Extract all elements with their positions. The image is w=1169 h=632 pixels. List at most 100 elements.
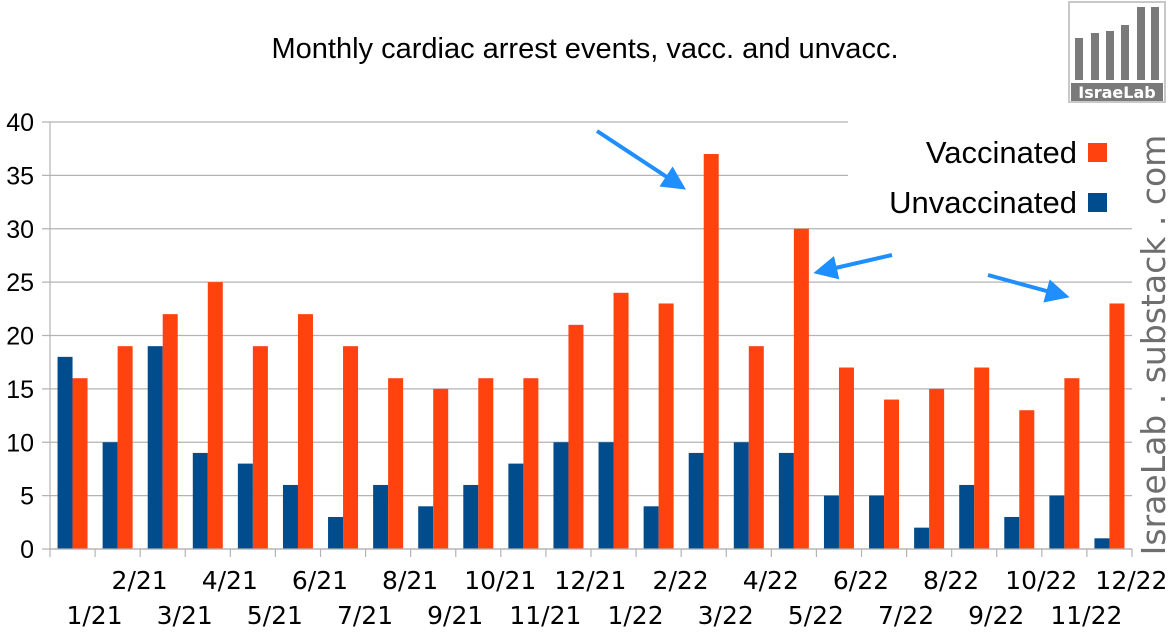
- bar-unvaccinated-4-21: [192, 452, 208, 549]
- legend-swatch-vaccinated: [1088, 143, 1107, 162]
- bar-vaccinated-9-22: [974, 367, 990, 549]
- bar-vaccinated-1-21: [72, 378, 88, 549]
- watermark: IsraeLab . substack . com: [1134, 135, 1169, 556]
- bar-unvaccinated-10-22: [1004, 516, 1020, 549]
- x-tick-label: 11/22: [1050, 601, 1122, 630]
- bar-unvaccinated-11-21: [508, 463, 524, 549]
- bar-unvaccinated-3-22: [688, 452, 704, 549]
- y-tick-label: 5: [20, 483, 34, 511]
- x-tick-label: 7/22: [878, 601, 934, 630]
- bar-vaccinated-12-21: [568, 324, 584, 549]
- bar-vaccinated-5-22: [793, 228, 809, 549]
- bar-unvaccinated-9-21: [418, 506, 434, 549]
- bar-unvaccinated-1-22: [598, 442, 614, 549]
- x-tick-label: 2/22: [653, 566, 709, 595]
- y-tick-label: 25: [6, 269, 34, 297]
- x-tick-label: 4/21: [202, 566, 258, 595]
- bar-vaccinated-10-21: [478, 378, 494, 549]
- y-tick-label: 20: [6, 323, 34, 351]
- x-tick-label: 5/22: [788, 601, 844, 630]
- x-tick-label: 10/22: [1005, 566, 1077, 595]
- bar-unvaccinated-8-22: [914, 527, 930, 549]
- legend-label-vaccinated: Vaccinated: [926, 135, 1077, 170]
- bar-vaccinated-3-21: [162, 314, 178, 549]
- bar-unvaccinated-5-21: [237, 463, 253, 549]
- annotation-arrows: [595, 129, 1070, 303]
- x-tick-label: 3/22: [698, 601, 754, 630]
- bar-unvaccinated-6-21: [282, 484, 298, 549]
- bar-vaccinated-4-22: [748, 346, 764, 549]
- x-tick-label: 1/22: [607, 601, 663, 630]
- bar-vaccinated-4-21: [207, 282, 223, 549]
- bar-vaccinated-12-22: [1109, 303, 1125, 549]
- bar-vaccinated-10-22: [1019, 410, 1035, 549]
- y-tick-label: 30: [6, 216, 34, 244]
- x-tick-label: 5/21: [247, 601, 303, 630]
- bar-vaccinated-1-22: [613, 292, 629, 549]
- grid: [42, 121, 1132, 550]
- bar-unvaccinated-12-22: [1094, 538, 1110, 549]
- x-tick-label: 1/21: [66, 601, 122, 630]
- x-tick-label: 10/21: [464, 566, 536, 595]
- bar-unvaccinated-2-21: [102, 442, 118, 549]
- x-tick-label: 6/22: [833, 566, 889, 595]
- bar-vaccinated-6-21: [297, 314, 313, 549]
- bar-vaccinated-11-22: [1064, 378, 1080, 549]
- bar-vaccinated-6-22: [838, 367, 854, 549]
- y-tick-label: 35: [6, 162, 34, 190]
- bar-vaccinated-7-21: [343, 346, 359, 549]
- bar-vaccinated-2-21: [117, 346, 133, 549]
- y-tick-label: 10: [6, 429, 34, 457]
- x-tick-label: 3/21: [157, 601, 213, 630]
- bar-unvaccinated-6-22: [823, 495, 839, 549]
- x-tick-label: 4/22: [743, 566, 799, 595]
- bar-unvaccinated-5-22: [778, 452, 794, 549]
- legend-swatch-unvaccinated: [1088, 193, 1107, 212]
- x-tick-label: 2/21: [112, 566, 168, 595]
- legend: Vaccinated Unvaccinated: [889, 135, 1107, 220]
- x-axis-ticks: 1/21 2/21 3/21 4/21 5/21 6/21 7/21 8/21 9/21 10/2…: [66, 566, 1167, 630]
- y-axis-ticks: 0 5 10 15 20 25 30 35 40: [6, 109, 34, 564]
- x-tick-label: 12/21: [554, 566, 626, 595]
- x-tick-label: 8/21: [382, 566, 438, 595]
- x-tick-label: 9/21: [427, 601, 483, 630]
- x-axis: [49, 122, 1133, 557]
- bar-vaccinated-8-21: [388, 378, 404, 549]
- bar-unvaccinated-1-21: [57, 356, 73, 549]
- bar-unvaccinated-8-21: [373, 484, 389, 549]
- x-tick-label: 9/22: [968, 601, 1024, 630]
- x-tick-label: 11/21: [509, 601, 581, 630]
- bar-vaccinated-11-21: [523, 378, 539, 549]
- y-tick-label: 40: [6, 109, 34, 137]
- bar-unvaccinated-4-22: [733, 442, 749, 549]
- x-tick-label: 6/21: [292, 566, 348, 595]
- bar-unvaccinated-12-21: [553, 442, 569, 549]
- y-tick-label: 15: [6, 376, 34, 404]
- bar-unvaccinated-3-21: [147, 346, 163, 549]
- annotation-arrow-5-22: [813, 253, 893, 280]
- bar-unvaccinated-7-22: [869, 495, 885, 549]
- bars: [57, 154, 1125, 549]
- x-tick-label: 8/22: [923, 566, 979, 595]
- bar-unvaccinated-7-21: [328, 516, 344, 549]
- bar-vaccinated-2-22: [658, 303, 674, 549]
- x-tick-label: 7/21: [337, 601, 393, 630]
- annotation-arrow-12-22: [987, 273, 1070, 303]
- bar-vaccinated-9-21: [433, 388, 449, 549]
- bar-vaccinated-5-21: [252, 346, 268, 549]
- logo-text: IsraeLab: [1078, 83, 1155, 102]
- x-tick-label: 12/22: [1095, 566, 1167, 595]
- chart-title: Monthly cardiac arrest events, vacc. and…: [271, 33, 898, 65]
- y-tick-label: 0: [20, 536, 34, 564]
- bar-vaccinated-7-22: [884, 399, 900, 549]
- bar-unvaccinated-2-22: [643, 506, 659, 549]
- bar-unvaccinated-11-22: [1049, 495, 1065, 549]
- annotation-arrow-3-22: [595, 129, 687, 190]
- legend-label-unvaccinated: Unvaccinated: [889, 185, 1077, 220]
- bar-vaccinated-8-22: [929, 388, 945, 549]
- bar-unvaccinated-9-22: [959, 484, 975, 549]
- bar-vaccinated-3-22: [703, 154, 719, 549]
- bar-unvaccinated-10-21: [463, 484, 479, 549]
- logo: IsraeLab: [1068, 1, 1166, 103]
